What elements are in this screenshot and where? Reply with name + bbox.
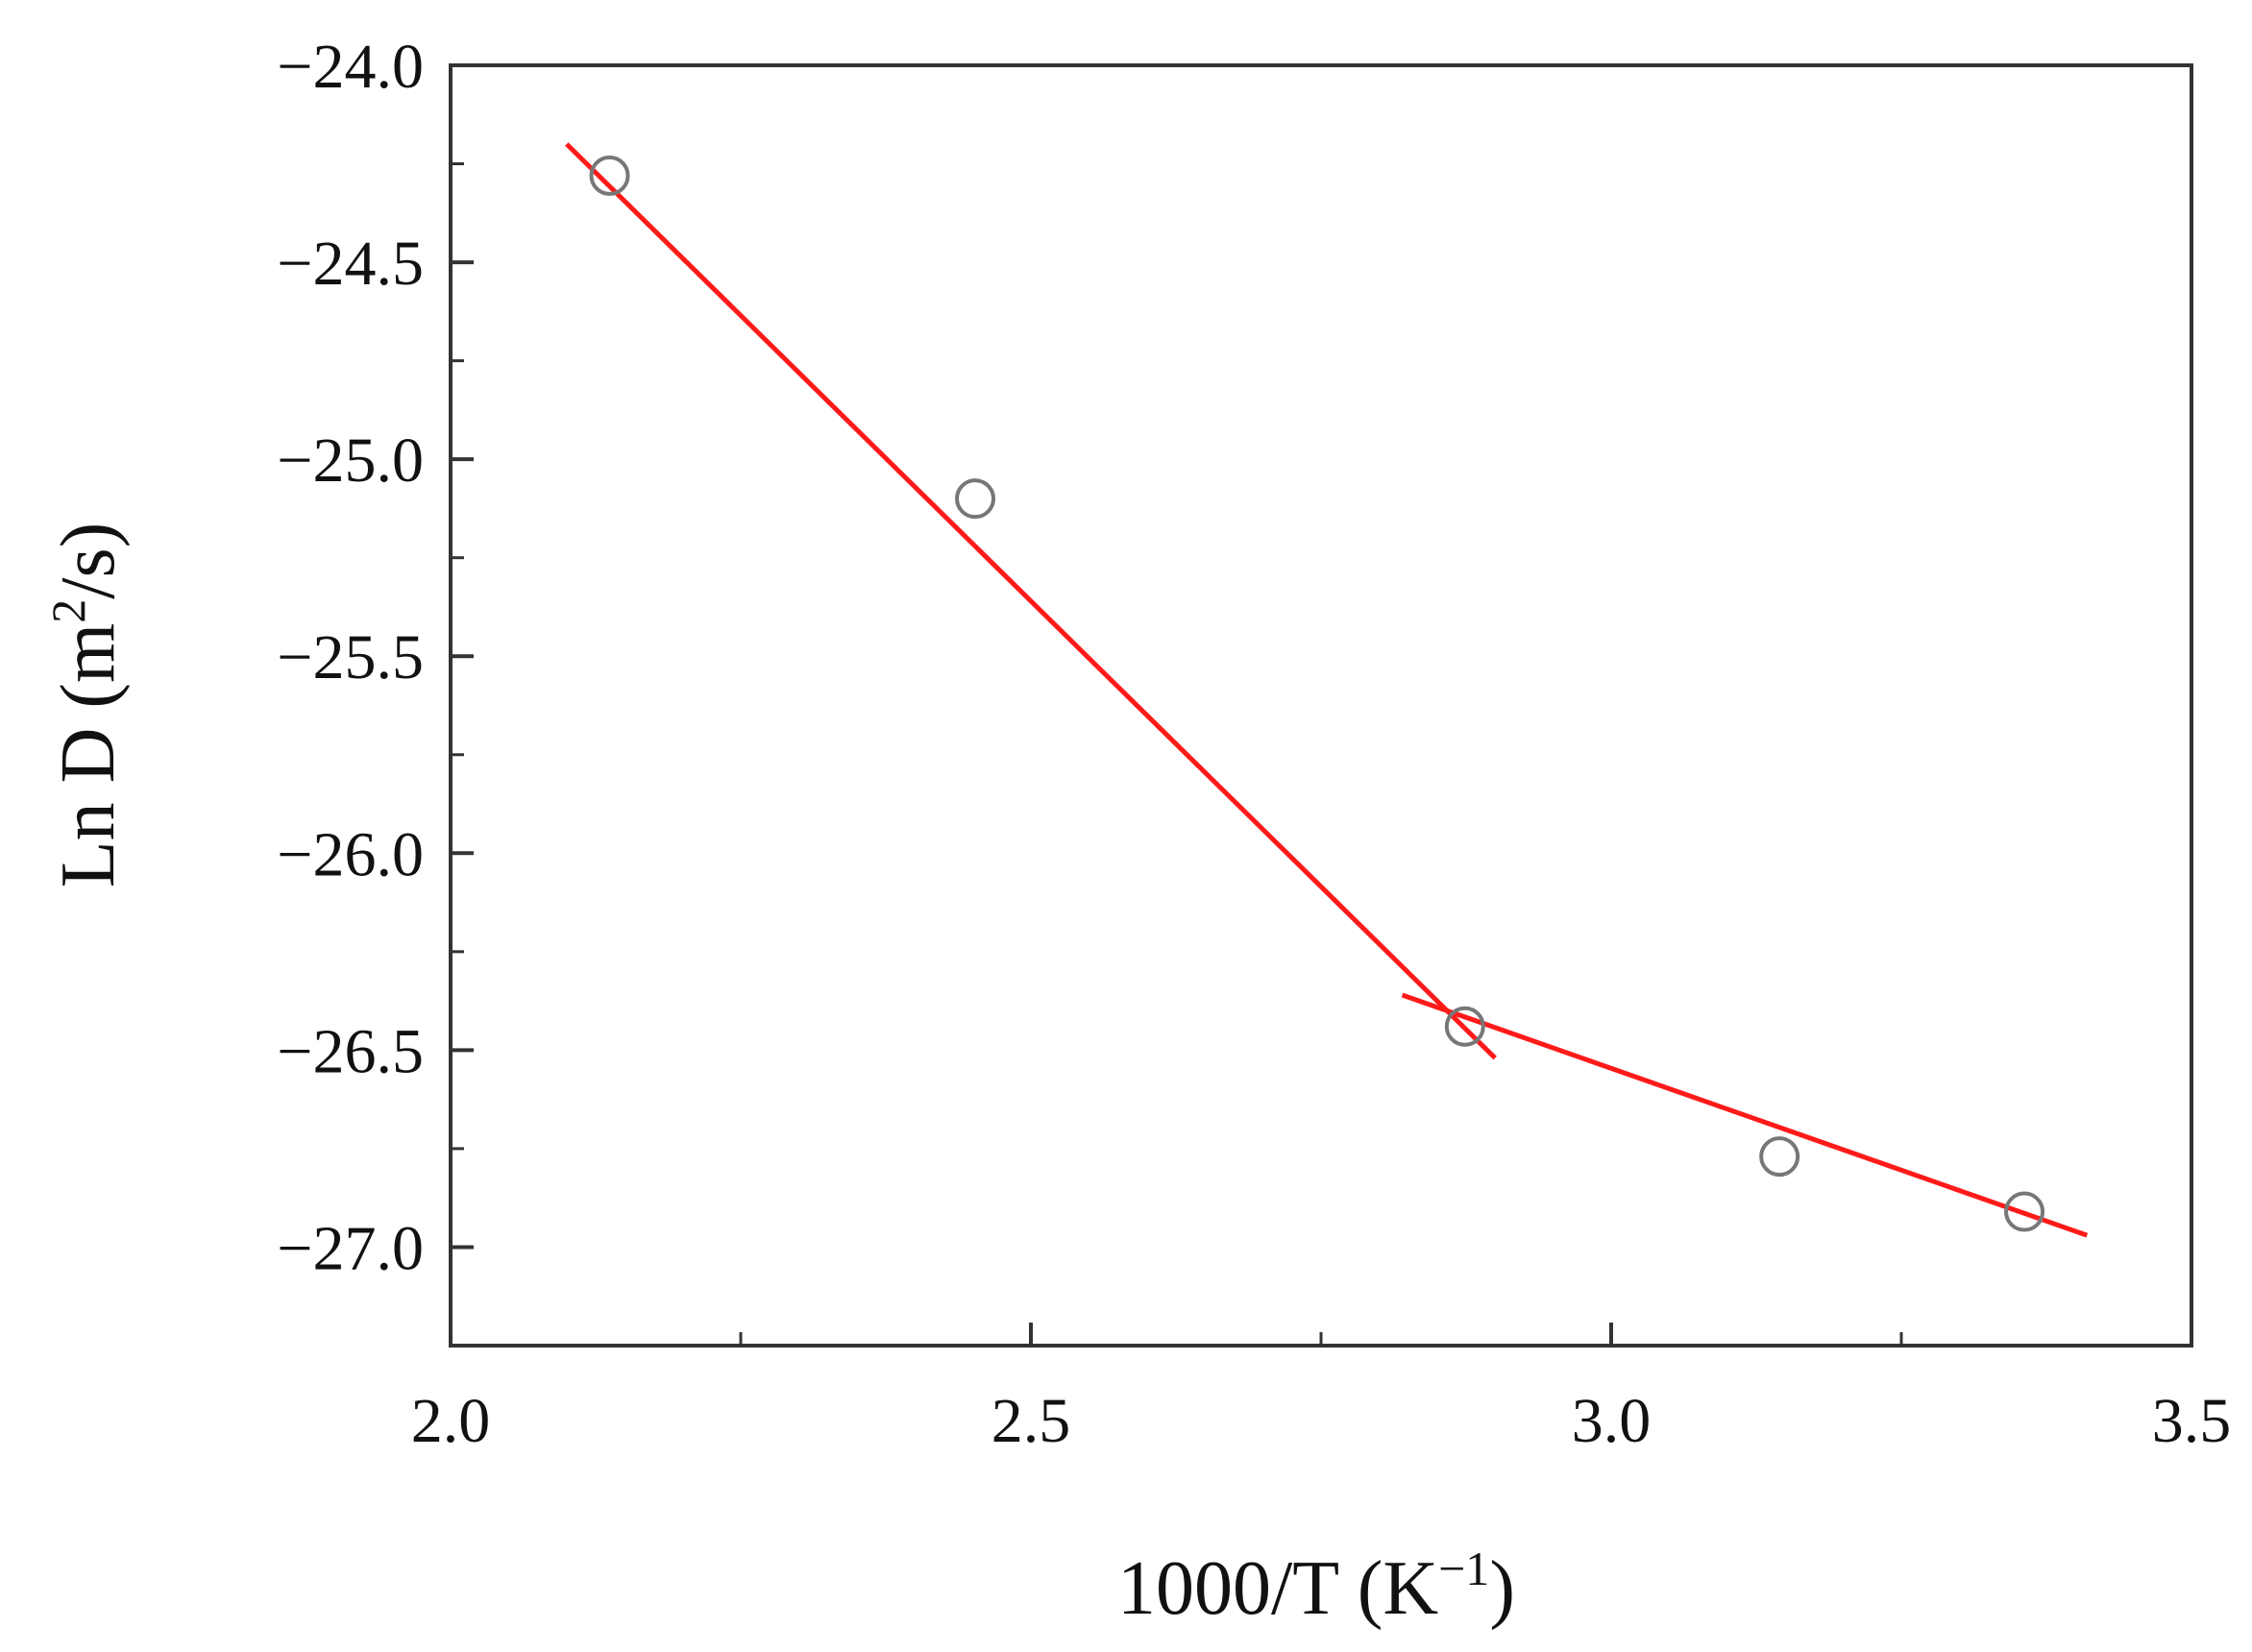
y-tick-labels: −24.0 −24.5 −25.0 −25.5 −26.0 −26.5 −27.0	[277, 32, 424, 1283]
y-tick-label: −27.0	[277, 1213, 424, 1283]
x-axis-title-main: 1000/T (K	[1117, 1546, 1438, 1631]
y-tick-label: −24.5	[277, 229, 424, 299]
minor-ticks	[451, 162, 1903, 1346]
y-axis-title-superscript: 2	[41, 599, 95, 623]
y-axis-title-main: Ln D (m	[46, 623, 131, 888]
data-point	[2004, 1191, 2045, 1232]
data-points	[589, 155, 2045, 1232]
y-tick-label: −26.0	[277, 819, 424, 889]
y-axis-title-end: /s)	[46, 522, 131, 599]
fit-line	[1401, 992, 2089, 1238]
data-point	[589, 155, 630, 196]
y-tick-label: −25.5	[277, 622, 424, 692]
x-tick-labels: 2.0 2.5 3.0 3.5	[411, 1386, 2232, 1456]
x-tick-label: 2.5	[991, 1386, 1071, 1456]
y-tick-label: −25.0	[277, 425, 424, 496]
x-axis-title-superscript: −1	[1438, 1542, 1489, 1595]
data-point	[955, 478, 996, 520]
x-axis-title: 1000/T (K−1)	[1117, 1542, 1515, 1631]
x-tick-label: 3.0	[1572, 1386, 1652, 1456]
x-tick-label: 3.5	[2152, 1386, 2232, 1456]
fit-line	[565, 142, 1497, 1060]
data-point	[1759, 1136, 1800, 1178]
x-tick-label: 2.0	[411, 1386, 491, 1456]
y-tick-label: −26.5	[277, 1016, 424, 1086]
fit-lines	[565, 142, 2089, 1238]
x-axis-title-end: )	[1489, 1546, 1515, 1631]
y-tick-label: −24.0	[277, 32, 424, 102]
plot-frame	[449, 63, 2193, 1348]
data-point	[1444, 1006, 1485, 1047]
y-axis-title: Ln D (m2/s)	[41, 522, 131, 888]
